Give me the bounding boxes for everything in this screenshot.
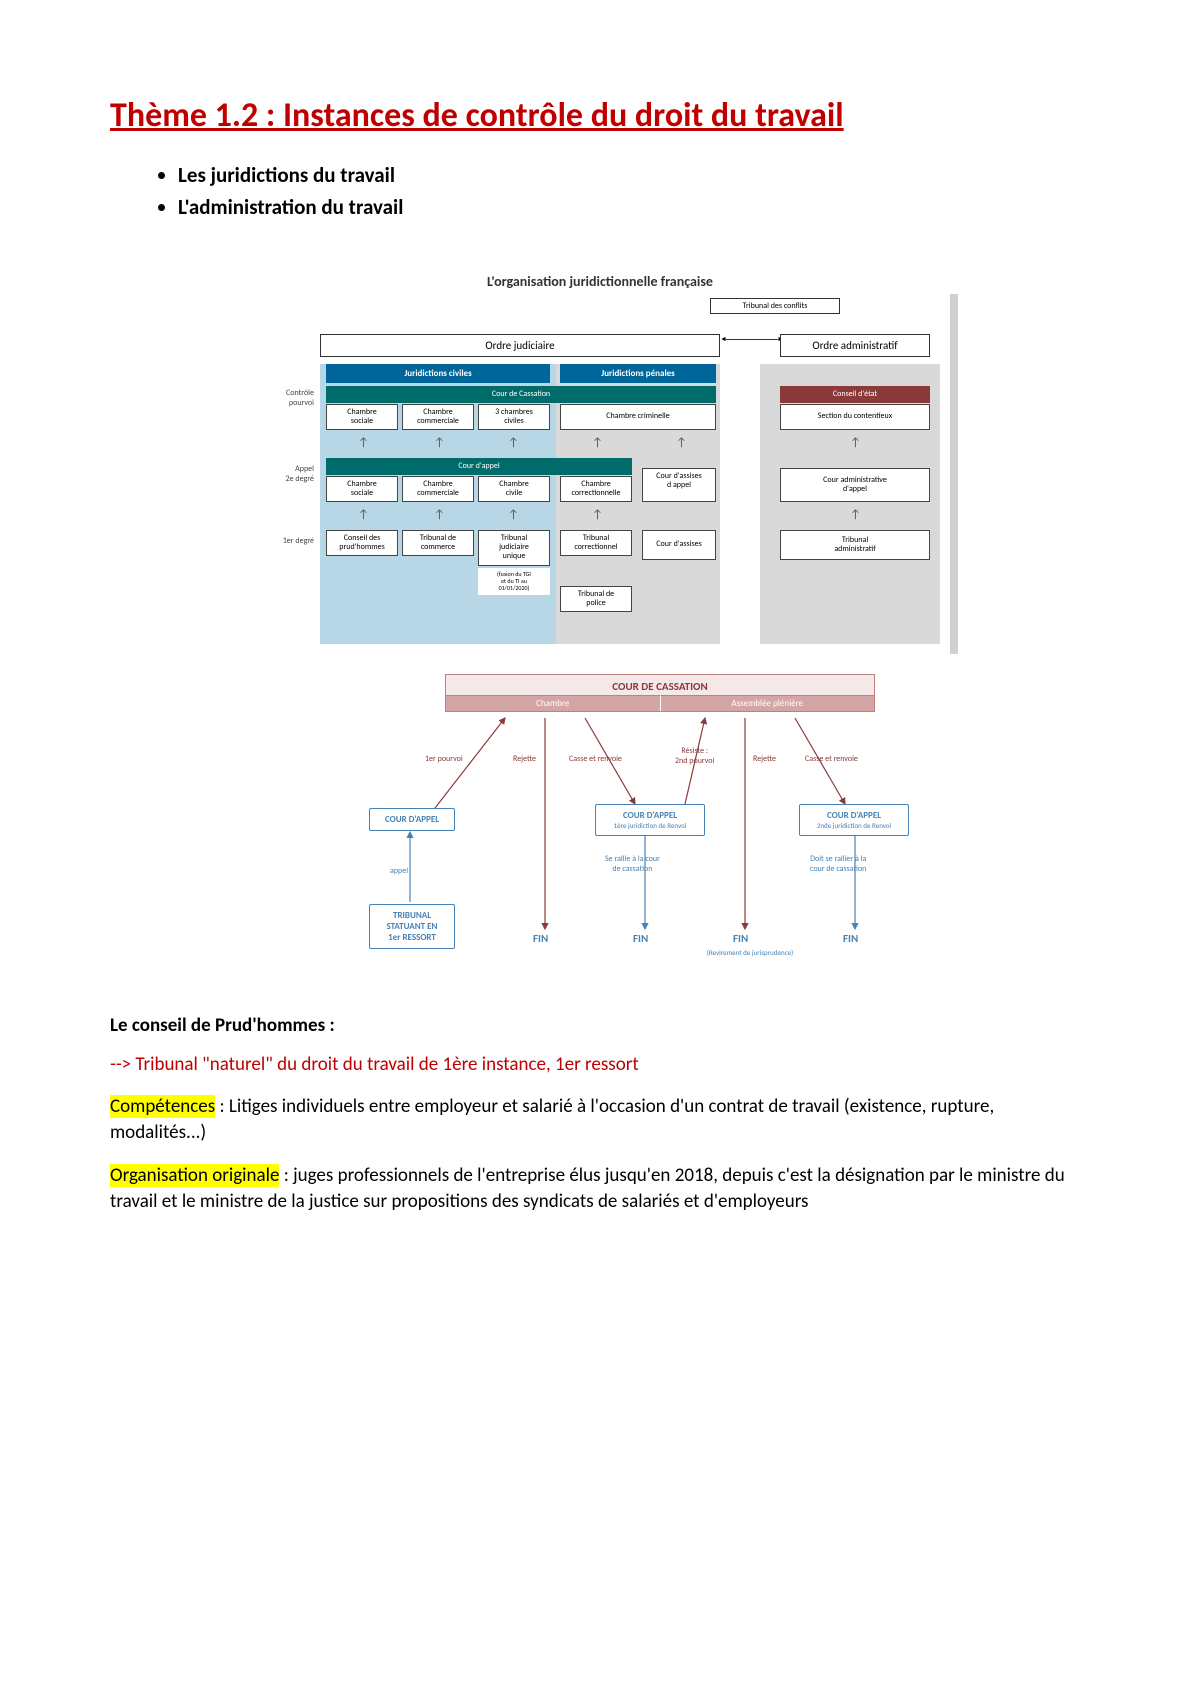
cour-appel-3-box: COUR D'APPEL 2nde juridiction de Renvoi (799, 804, 909, 836)
tribunal-correctionnel-box: Tribunal correctionnel (560, 530, 632, 556)
fin-label: FIN (733, 932, 748, 945)
ordre-judiciaire-box: Ordre judiciaire (320, 334, 720, 357)
chambre-label: Chambre (446, 695, 661, 711)
up-arrow-icon: ↑ (592, 436, 603, 450)
cour-cassation-title: COUR DE CASSATION (446, 680, 874, 693)
cour-appel-2-title: COUR D'APPEL (623, 810, 677, 821)
cour-assises-appel-box: Cour d'assises d appel (642, 468, 716, 502)
up-arrow-icon: ↑ (508, 436, 519, 450)
cour-cassation-header: COUR DE CASSATION Chambre Assemblée plén… (445, 674, 875, 712)
fin-label: FIN (533, 932, 548, 945)
tribunal-admin-box: Tribunal administratif (780, 530, 930, 560)
up-arrow-icon: ↑ (850, 508, 861, 522)
cour-appel-2-box: COUR D'APPEL 1ère juridiction de Renvoi (595, 804, 705, 836)
organisation-highlight: Organisation originale (110, 1164, 279, 1187)
label-premier-pourvoi: 1er pourvoi (425, 754, 463, 764)
conseil-etat-box: Conseil d'état (780, 386, 930, 403)
up-arrow-icon: ↑ (676, 436, 687, 450)
red-definition-line: --> Tribunal "naturel" du droit du trava… (110, 1053, 1090, 1076)
label-casse-renvoie2: Casse et renvoie (805, 754, 858, 764)
tribunal-judiciaire-sub: (fusion du TGI et du TI au 01/01/2020) (478, 568, 550, 595)
tribunal-conflits-box: Tribunal des conflits (710, 298, 840, 314)
tribunal-commerce-box: Tribunal de commerce (402, 530, 474, 556)
row-label-appel: Appel 2e degré (254, 464, 314, 484)
conseil-prudhommes-box: Conseil des prud'hommes (326, 530, 398, 556)
trois-chambres-box: 3 chambres civiles (478, 404, 550, 430)
competences-para: Compétences : Litiges individuels entre … (110, 1094, 1090, 1145)
row-label-premier: 1er degré (254, 536, 314, 546)
ch-civile-appel-box: Chambre civile (478, 476, 550, 502)
cour-cassation-box: Cour de Cassation (326, 386, 716, 403)
up-arrow-icon: ↑ (592, 508, 603, 522)
label-doit-se-rallier: Doit se rallier à la cour de cassation (810, 854, 866, 874)
up-arrow-icon: ↑ (434, 436, 445, 450)
juridictions-civiles-header: Juridictions civiles (326, 364, 550, 383)
bullet-item: Les juridictions du travail (178, 160, 1090, 192)
up-arrow-icon: ↑ (850, 436, 861, 450)
revirement-label: (Revirement de jurisprudence) (685, 948, 815, 957)
up-arrow-icon: ↑ (434, 508, 445, 522)
cassation-flowchart: COUR DE CASSATION Chambre Assemblée plén… (275, 674, 925, 974)
label-resiste: Résiste : 2nd pourvoi (675, 746, 714, 766)
cour-assises-box: Cour d'assises (642, 530, 716, 560)
label-rejette2: Rejette (753, 754, 776, 764)
assemblee-label: Assemblée plénière (661, 695, 875, 711)
fin-label: FIN (633, 932, 648, 945)
label-rejette: Rejette (513, 754, 536, 764)
organisation-para: Organisation originale : juges professio… (110, 1163, 1090, 1214)
cour-appel-2-sub: 1ère juridiction de Renvoi (601, 821, 699, 830)
scrollbar-indicator (950, 294, 958, 654)
cour-appel-1-box: COUR D'APPEL (369, 808, 455, 831)
ch-correctionnelle-box: Chambre correctionnelle (560, 476, 632, 502)
page-title: Thème 1.2 : Instances de contrôle du dro… (110, 95, 1090, 136)
chambre-commerciale-box: Chambre commerciale (402, 404, 474, 430)
ch-sociale-appel-box: Chambre sociale (326, 476, 398, 502)
main-bullet-list: Les juridictions du travail L'administra… (178, 160, 1090, 223)
label-appel: appel (390, 866, 408, 876)
label-se-rallie: Se rallie à la cour de cassation (605, 854, 660, 874)
cour-admin-appel-box: Cour administrative d'appel (780, 468, 930, 502)
cour-appel-3-title: COUR D'APPEL (827, 810, 881, 821)
ch-commerciale-appel-box: Chambre commerciale (402, 476, 474, 502)
tribunal-judiciaire-box: Tribunal judiciaire unique (478, 530, 550, 566)
up-arrow-icon: ↑ (358, 508, 369, 522)
cour-appel-header: Cour d'appel (326, 458, 632, 475)
org-juridictionnelle-diagram: L'organisation juridictionnelle français… (250, 273, 950, 644)
tribunal-police-box: Tribunal de police (560, 586, 632, 612)
section-contentieux-box: Section du contentieux (780, 404, 930, 430)
chambre-sociale-box: Chambre sociale (326, 404, 398, 430)
competences-text: : Litiges individuels entre employeur et… (110, 1095, 994, 1144)
ordre-administratif-box: Ordre administratif (780, 334, 930, 357)
row-label-controle: Contrôle pourvoi (254, 388, 314, 408)
diagram1-title: L'organisation juridictionnelle français… (250, 273, 950, 290)
arrow-line (760, 339, 778, 340)
chambre-criminelle-box: Chambre criminelle (560, 404, 716, 430)
fin-label: FIN (843, 932, 858, 945)
bullet-item: L'administration du travail (178, 192, 1090, 224)
competences-highlight: Compétences (110, 1095, 215, 1118)
tribunal-ressort-box: TRIBUNAL STATUANT EN 1er RESSORT (369, 904, 455, 949)
label-casse-renvoie: Casse et renvoie (569, 754, 622, 764)
section-heading: Le conseil de Prud'hommes : (110, 1014, 1090, 1037)
up-arrow-icon: ↑ (508, 508, 519, 522)
up-arrow-icon: ↑ (358, 436, 369, 450)
cour-appel-3-sub: 2nde juridiction de Renvoi (805, 821, 903, 830)
juridictions-penales-header: Juridictions pénales (560, 364, 716, 383)
